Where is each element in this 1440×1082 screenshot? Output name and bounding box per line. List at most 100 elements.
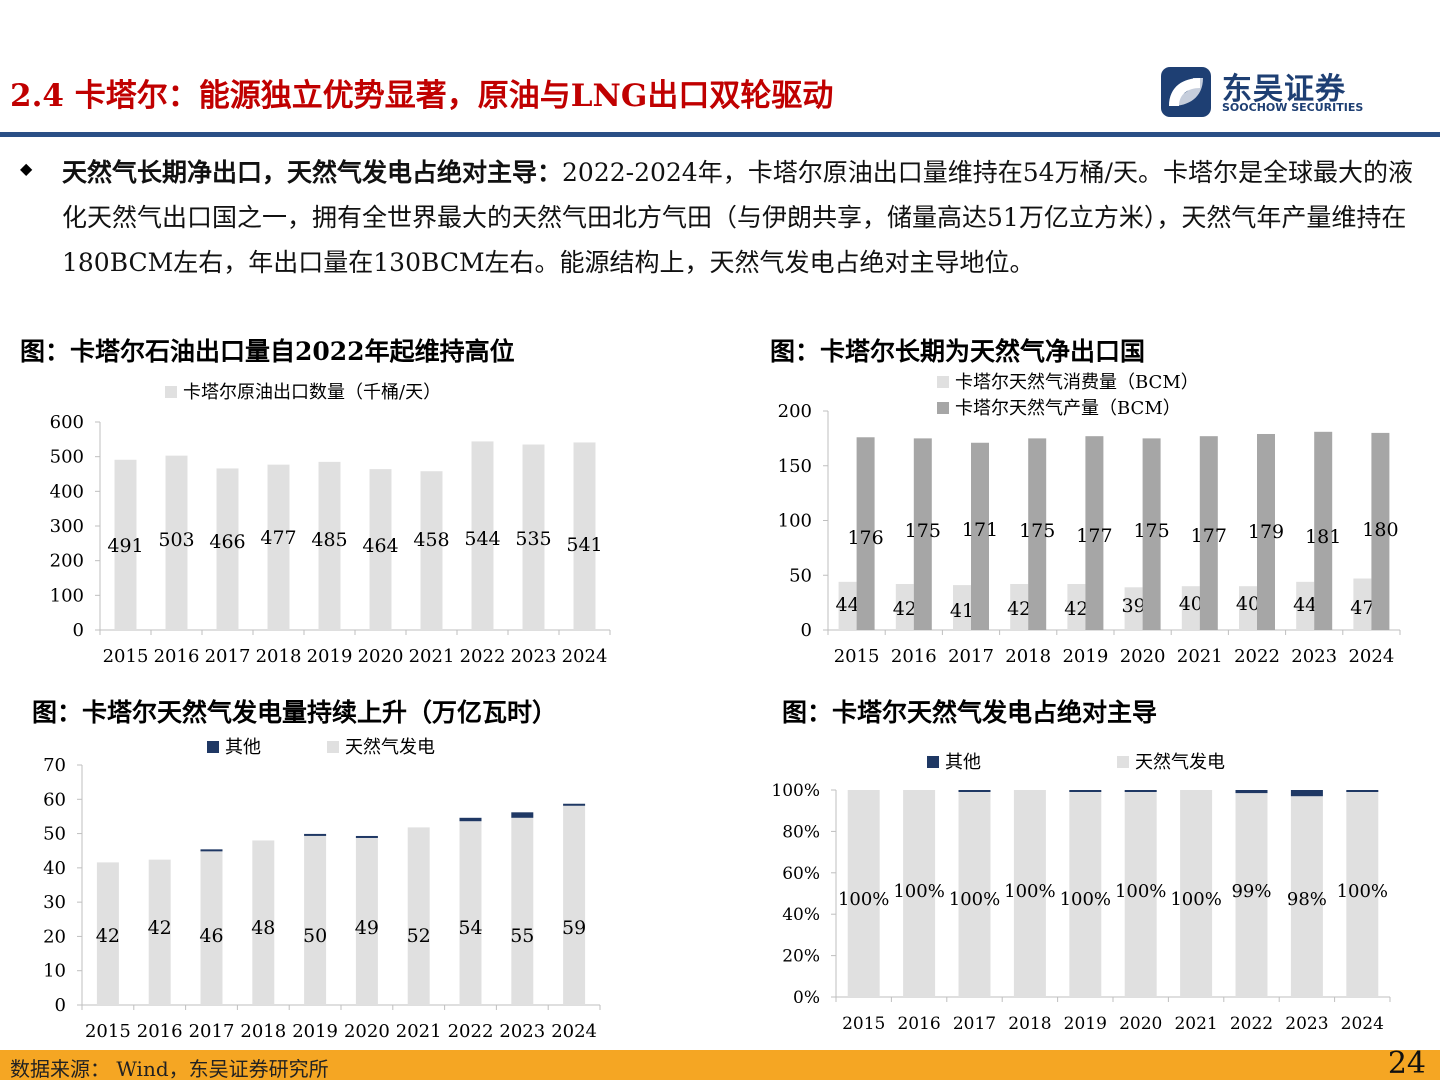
bar-2022-other [1235,790,1268,794]
data-label: 503 [158,529,194,551]
x-tick-label: 2020 [1119,1014,1162,1034]
x-tick-label: 2022 [1230,1014,1273,1034]
bar-2018-gas [1013,790,1046,997]
data-label: 54 [458,917,482,939]
bar-2017-s0 [953,585,971,630]
bar-2016-s1 [913,438,932,630]
data-label: 98% [1287,889,1327,910]
bar-2024-gas [563,805,586,1005]
x-tick-label: 2017 [189,1021,235,1042]
bar-2022-gas [1235,793,1268,997]
legend-label: 卡塔尔天然气产量（BCM） [955,398,1181,419]
data-label: 177 [1076,525,1112,547]
data-label: 59 [562,917,586,939]
data-label: 100% [1060,889,1111,910]
slide-title: 2.4 卡塔尔：能源独立优势显著，原油与LNG出口双轮驱动 [10,78,834,114]
summary-lead: 天然气长期净出口，天然气发电占绝对主导： [62,158,563,187]
bar-2021-gas [1180,790,1213,997]
bar-2022-gas [459,821,482,1005]
y-tick-label: 0 [55,995,66,1016]
x-tick-label: 2016 [897,1014,940,1034]
x-tick-label: 2022 [1234,646,1280,667]
legend-swatch [327,741,339,753]
data-label: 175 [1133,520,1169,542]
bar-2016-s0 [165,455,188,630]
x-tick-label: 2022 [448,1021,494,1042]
x-tick-label: 2019 [292,1021,338,1042]
soochow-logo: 东吴证券 SOOCHOW SECURITIES [1160,64,1375,120]
bar-2021-s0 [1181,586,1200,630]
data-label: 42 [893,598,917,620]
x-tick-label: 2022 [460,646,506,667]
x-tick-label: 2019 [1062,646,1108,667]
data-label: 477 [260,527,296,549]
data-label: 458 [413,529,449,551]
diamond-bullet-icon: ◆ [20,159,33,178]
gas-balance-chart: 0 50 100 150 200 2015 2016 2017 2018 2019 2020 2021… [778,372,1401,667]
y-tick-label: 0 [73,620,84,641]
x-tick-label: 2015 [834,646,880,667]
x-tick-label: 2018 [1008,1014,1051,1034]
x-tick-label: 2023 [511,646,557,667]
bar-2023-s0 [1296,581,1315,630]
x-tick-label: 2023 [1291,646,1337,667]
x-tick-label: 2023 [1285,1014,1328,1034]
bar-2018-s1 [1028,438,1047,630]
data-label: 39 [1122,595,1146,617]
bar-2019-other [1069,790,1102,792]
bar-2017-other [200,849,223,852]
x-tick-label: 2017 [948,646,994,667]
legend-label: 天然气发电 [1135,752,1225,773]
summary-paragraph: 天然气长期净出口，天然气发电占绝对主导：2022-2024年，卡塔尔原油出口量维… [62,150,1430,285]
x-tick-label: 2016 [891,646,937,667]
bar-2023-s0 [522,444,545,630]
bar-2016-gas [148,859,171,1005]
data-label: 176 [847,527,883,549]
data-label: 40 [1236,593,1260,615]
y-tick-label: 60 [43,789,66,810]
x-tick-label: 2024 [1341,1014,1384,1034]
power-chart-caption: 图：卡塔尔天然气发电量持续上升（万亿瓦时） [32,698,558,727]
data-label: 181 [1305,526,1341,548]
data-label: 42 [1007,598,1031,620]
oil-chart-caption: 图：卡塔尔石油出口量自2022年起维持高位 [20,337,515,366]
data-label: 100% [1004,881,1055,902]
logo-english-name: SOOCHOW SECURITIES [1222,101,1364,114]
y-tick-label: 60% [782,864,820,884]
x-tick-label: 2017 [205,646,251,667]
y-tick-label: 400 [50,481,84,502]
y-tick-label: 50 [43,824,66,845]
bar-2024-s1 [1371,432,1390,630]
data-label: 99% [1231,881,1271,902]
bar-2020-s0 [369,469,392,630]
data-label: 44 [836,594,860,616]
x-tick-label: 2021 [409,646,455,667]
bar-2020-s1 [1142,438,1161,630]
bar-2017-s1 [971,442,989,630]
bar-2017-other [958,790,991,792]
y-tick-label: 20% [782,947,820,967]
bar-2015-gas [847,790,880,997]
data-label: 100% [1170,889,1221,910]
legend-label: 天然气发电 [345,737,435,758]
bar-2023-gas [511,817,534,1005]
bar-2022-s0 [471,441,494,630]
y-tick-label: 40 [43,858,66,879]
data-label: 47 [1350,597,1374,619]
x-tick-label: 2020 [344,1021,390,1042]
y-tick-label: 100 [778,511,812,532]
data-label: 100% [1115,881,1166,902]
data-label: 40 [1179,593,1203,615]
y-tick-label: 500 [50,447,84,468]
x-tick-label: 2020 [358,646,404,667]
soochow-logo-mark-icon [1161,67,1211,117]
bar-2015-s1 [856,437,875,630]
legend-swatch [937,402,949,414]
y-tick-label: 30 [43,892,66,913]
y-tick-label: 300 [50,516,84,537]
legend-label: 其他 [225,737,261,758]
data-label: 485 [311,529,347,551]
bar-2023-other [511,812,534,818]
bar-2020-other [1124,790,1157,792]
